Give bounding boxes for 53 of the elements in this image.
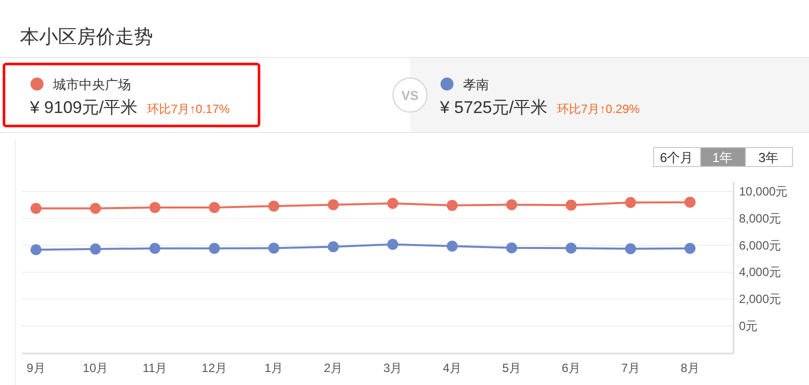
y-tick-label: 4,000元 xyxy=(739,265,782,280)
x-tick-label: 3月 xyxy=(383,361,402,375)
text: 环比7月↑0.29% xyxy=(557,102,640,116)
x-tick-label: 7月 xyxy=(621,361,640,375)
point xyxy=(566,242,577,254)
y-tick-label: 2,000元 xyxy=(739,292,782,306)
point xyxy=(684,196,696,208)
point xyxy=(328,241,339,252)
x-tick-label: 5月 xyxy=(502,361,521,375)
x-tick-label: 12月 xyxy=(202,361,228,375)
x-tick-label: 6月 xyxy=(562,361,580,375)
point xyxy=(328,199,339,210)
point xyxy=(684,242,696,254)
x-tick-label: 11月 xyxy=(142,361,168,375)
x-tick-label: 9月 xyxy=(26,361,46,375)
x-tick-label: 2月 xyxy=(324,361,343,375)
text: 环比7月↑0.17% xyxy=(147,102,230,116)
x-tick-label: 4月 xyxy=(442,361,462,375)
x-tick-label: 1月 xyxy=(264,361,284,375)
y-tick-label: 8,000元 xyxy=(739,211,782,226)
y-tick-label: 0元 xyxy=(739,319,758,334)
text: 3年 xyxy=(758,150,779,165)
point xyxy=(30,202,42,214)
point xyxy=(208,242,220,254)
legend-label: 城市中央广场 xyxy=(52,77,131,92)
chart-title: 本小区房价走势 xyxy=(20,26,153,48)
point xyxy=(268,200,280,212)
point xyxy=(90,244,101,255)
y-tick-label: 6,000元 xyxy=(739,238,782,252)
point xyxy=(566,200,577,211)
point xyxy=(625,196,636,208)
point xyxy=(208,202,220,213)
text: VS xyxy=(401,88,419,103)
point xyxy=(625,243,636,254)
y-tick-label: 10,000元 xyxy=(739,184,788,198)
x-tick-label: 10月 xyxy=(82,361,108,375)
point xyxy=(387,198,398,209)
point xyxy=(90,202,101,214)
legend-label: 孝南 xyxy=(463,77,489,92)
point xyxy=(149,202,160,213)
point xyxy=(30,244,42,256)
text: 6个月 xyxy=(660,150,694,165)
point xyxy=(387,238,398,250)
point xyxy=(149,242,160,254)
text: ¥ 5725元/平米 xyxy=(439,98,548,117)
point xyxy=(446,200,458,211)
x-tick-label: 8月 xyxy=(680,361,700,375)
point xyxy=(506,199,518,210)
text: 1年 xyxy=(712,150,733,165)
point xyxy=(268,242,280,254)
text: ¥ 9109元/平米 xyxy=(29,98,138,117)
point xyxy=(446,240,458,252)
point xyxy=(506,242,518,254)
